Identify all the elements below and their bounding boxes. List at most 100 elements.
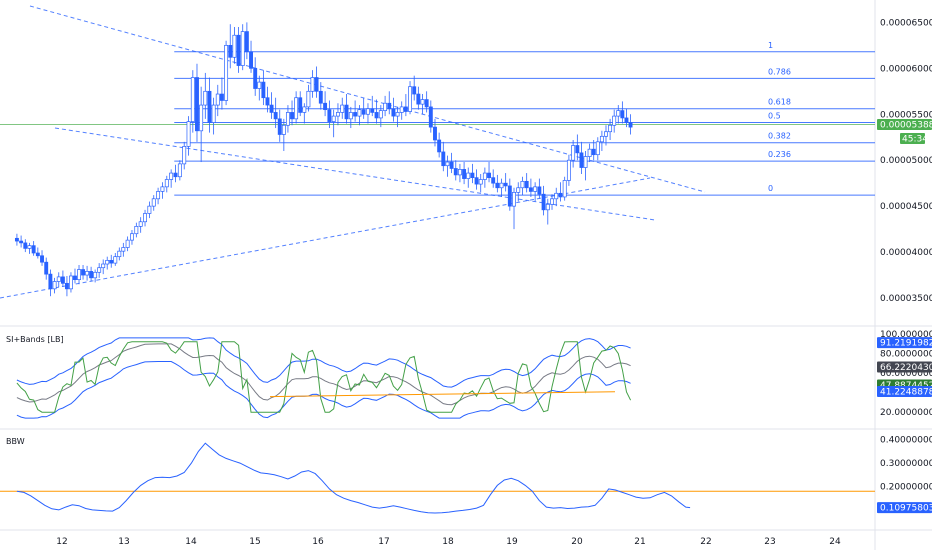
- candle-body: [457, 169, 462, 176]
- candle-body: [27, 245, 32, 249]
- candle-body: [232, 34, 237, 58]
- candle-body: [310, 77, 315, 92]
- candle-body: [575, 145, 580, 154]
- si-value-badge-bg: [877, 385, 932, 397]
- candle-body: [453, 168, 458, 176]
- date-tick-label: 22: [700, 537, 711, 547]
- candle-body: [302, 106, 307, 113]
- date-tick-label: 19: [506, 537, 518, 547]
- candle-body: [69, 275, 73, 290]
- date-tick-label: 12: [56, 537, 67, 547]
- candle-body: [403, 106, 408, 112]
- candle-body: [294, 97, 299, 120]
- candle-body: [257, 81, 262, 89]
- candle-body: [228, 44, 233, 58]
- candle-body: [566, 159, 571, 181]
- date-tick-label: 17: [378, 537, 389, 547]
- candle-body: [169, 172, 174, 180]
- bbw-tick-label: 0.40000000: [880, 436, 932, 446]
- candle-body: [466, 172, 471, 179]
- candle-body: [537, 186, 542, 195]
- candle-body: [151, 198, 156, 207]
- fibonacci-retracement: 1 0.786 0.618 0.5 0.382 0.236 0: [0, 41, 875, 196]
- candle-body: [143, 213, 147, 223]
- candle-body: [31, 245, 36, 254]
- bbw-value-badge: 0.10975803: [880, 504, 932, 514]
- si-value-badge: 91.21919829: [880, 339, 932, 349]
- candle-body: [60, 276, 65, 284]
- candle-body: [236, 34, 241, 66]
- candle-body: [199, 104, 204, 132]
- candle-body: [177, 163, 182, 178]
- fib-level-label: 0: [768, 184, 773, 193]
- candle-body: [134, 226, 139, 235]
- price-badges: 0.00005388 45:34 91.21919829 66.22204305 47.…: [877, 119, 932, 514]
- candle-body: [624, 117, 629, 123]
- candle-body: [541, 193, 546, 211]
- date-tick-label: 24: [829, 537, 841, 547]
- si-value-badge-bg: [877, 361, 932, 373]
- candle-body: [23, 242, 28, 249]
- candle-body: [374, 112, 379, 119]
- candle-body: [491, 177, 496, 184]
- candle-body: [503, 182, 508, 187]
- bbw-pane: BBW: [0, 437, 875, 514]
- candle-body: [499, 182, 504, 189]
- candle-body: [437, 139, 442, 153]
- date-tick-label: 23: [764, 537, 775, 547]
- date-tick-label: 13: [118, 537, 129, 547]
- candle-body: [273, 112, 278, 120]
- candle-body: [361, 109, 366, 115]
- candle-body: [314, 77, 319, 92]
- fib-level-label: 0.786: [768, 67, 791, 76]
- candle-body: [113, 256, 118, 264]
- candle-body: [138, 221, 143, 227]
- candle-body: [516, 187, 521, 193]
- bbw-value-badge-bg: [877, 502, 932, 514]
- candle-body: [40, 255, 44, 263]
- fib-level-label: 0.382: [768, 132, 791, 141]
- si-level-line: [269, 391, 616, 398]
- fib-level-label: 0.618: [768, 98, 791, 107]
- fib-level-label: 0.236: [768, 150, 791, 159]
- candle-body: [224, 44, 229, 101]
- price-tick-label: 0.00003500: [880, 294, 932, 304]
- candle-body: [156, 191, 161, 200]
- date-tick-label: 15: [249, 537, 260, 547]
- candle-body: [591, 148, 596, 156]
- candle-body: [520, 180, 525, 189]
- candle-body: [77, 269, 81, 281]
- candle-body: [290, 112, 294, 120]
- candle-body: [97, 267, 102, 273]
- countdown-badge: 45:34: [902, 135, 928, 145]
- candle-body: [253, 67, 258, 89]
- candle-body: [449, 161, 454, 169]
- candle-body: [412, 86, 417, 95]
- candle-body: [348, 112, 353, 120]
- candle-body: [331, 115, 336, 122]
- date-tick-label: 16: [312, 537, 324, 547]
- candle-body: [470, 172, 475, 179]
- candle-body: [130, 233, 134, 241]
- candle-body: [445, 161, 450, 167]
- candle-body: [265, 97, 270, 106]
- candle-body: [117, 250, 122, 258]
- candle-body: [101, 263, 106, 269]
- candle-body: [391, 108, 396, 117]
- trend-lines: [0, 5, 706, 299]
- candle-body: [182, 146, 187, 165]
- candle-body: [478, 179, 483, 185]
- candle-body: [121, 247, 126, 252]
- candle-body: [378, 110, 383, 119]
- candle-body: [173, 172, 178, 178]
- si-lower-band: [16, 361, 631, 419]
- candle-body: [44, 261, 49, 275]
- candle-body: [428, 106, 433, 128]
- candle-body: [336, 112, 340, 117]
- candles: [14, 22, 633, 297]
- candle-body: [562, 180, 567, 198]
- candle-body: [35, 252, 40, 257]
